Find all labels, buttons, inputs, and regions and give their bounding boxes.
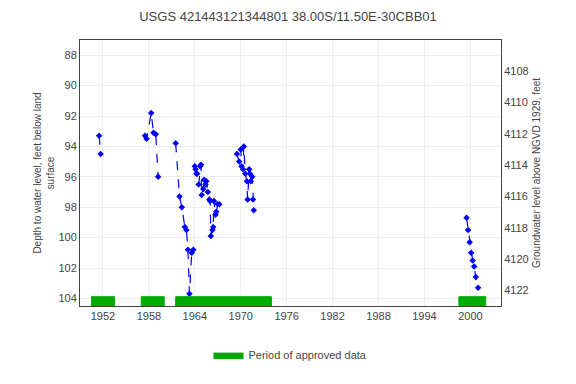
svg-text:4118: 4118	[504, 222, 528, 234]
svg-text:4108: 4108	[504, 65, 528, 77]
svg-text:1970: 1970	[229, 310, 253, 322]
svg-text:102: 102	[58, 262, 76, 274]
svg-text:1988: 1988	[366, 310, 390, 322]
svg-text:1952: 1952	[91, 310, 115, 322]
svg-text:Period of approved data: Period of approved data	[249, 349, 367, 361]
svg-text:90: 90	[65, 79, 77, 91]
svg-text:1976: 1976	[274, 310, 298, 322]
svg-text:104: 104	[58, 292, 76, 304]
svg-text:4120: 4120	[504, 253, 528, 265]
svg-text:1964: 1964	[183, 310, 207, 322]
svg-text:100: 100	[58, 231, 76, 243]
svg-text:2000: 2000	[458, 310, 482, 322]
svg-text:4116: 4116	[504, 190, 528, 202]
svg-text:1958: 1958	[137, 310, 161, 322]
svg-text:4114: 4114	[504, 159, 528, 171]
svg-text:Groundwater level above NGVD 1: Groundwater level above NGVD 1929, feet	[531, 78, 542, 268]
svg-text:92: 92	[65, 110, 77, 122]
svg-text:Depth to water level, feet bel: Depth to water level, feet below landsur…	[32, 92, 56, 253]
svg-text:4122: 4122	[504, 284, 528, 296]
svg-text:94: 94	[65, 140, 77, 152]
svg-text:96: 96	[65, 171, 77, 183]
svg-text:4112: 4112	[504, 128, 528, 140]
svg-text:88: 88	[65, 49, 77, 61]
svg-text:98: 98	[65, 201, 77, 213]
svg-text:1994: 1994	[412, 310, 436, 322]
svg-text:1982: 1982	[320, 310, 344, 322]
svg-text:4110: 4110	[504, 96, 528, 108]
svg-text:USGS 421443121344801 38.00S/11: USGS 421443121344801 38.00S/11.50E-30CBB…	[139, 9, 437, 24]
